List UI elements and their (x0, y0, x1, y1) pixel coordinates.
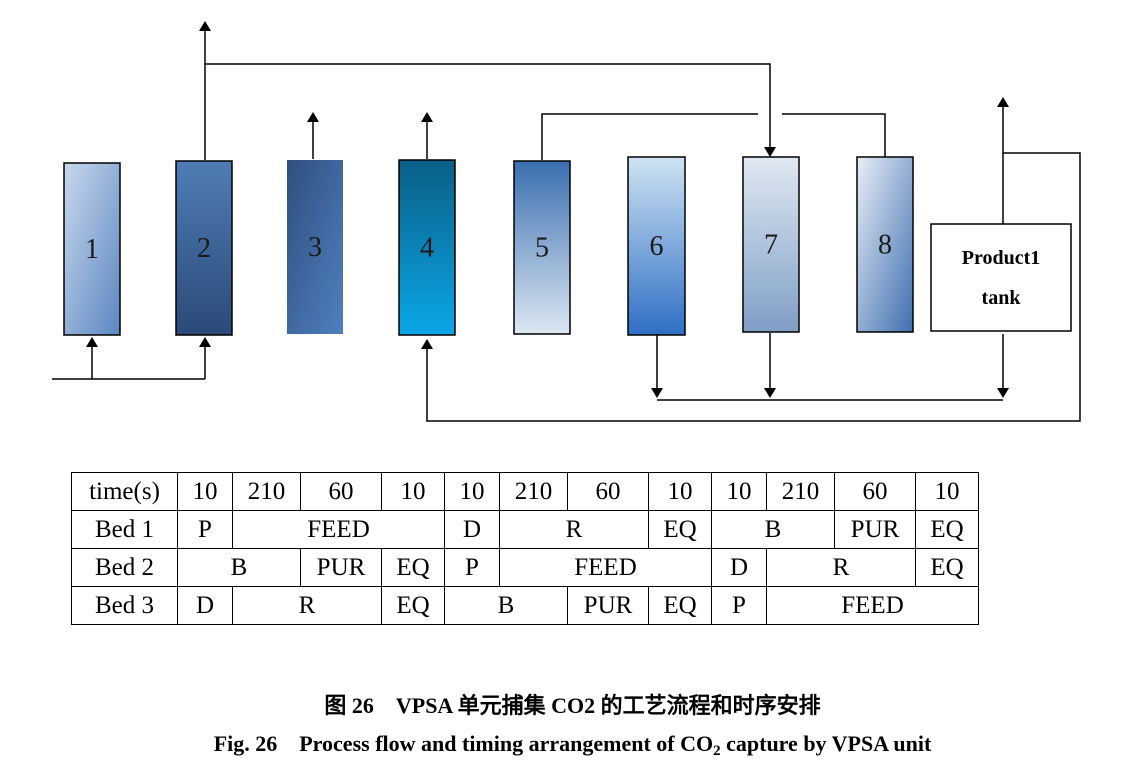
process-flow-diagram: 1 2 3 4 5 6 7 8 Product1 tank (52, 21, 1081, 422)
bed-3: 3 (287, 160, 343, 334)
bed-label: 2 (197, 233, 211, 264)
bed-label: 4 (420, 233, 434, 264)
time-header-row: time(s) 10 210 60 10 10 210 60 10 10 210 60 10 (71, 472, 979, 511)
step-cell: PUR (567, 586, 649, 625)
bed-7: 7 (742, 156, 800, 333)
step-cell: FEED (232, 510, 445, 549)
caption-english-suffix: capture by VPSA unit (720, 731, 932, 756)
bed-schedule-row: Bed 3 D R EQ B PUR EQ P FEED (71, 586, 979, 625)
time-cell: 60 (300, 472, 382, 511)
time-cell: time(s) (71, 472, 178, 511)
bed-5: 5 (513, 160, 571, 335)
bed-column (287, 160, 343, 334)
step-cell: FEED (766, 586, 979, 625)
step-cell: R (499, 510, 649, 549)
step-cell: D (444, 510, 500, 549)
tank-label-line1: Product1 (962, 247, 1041, 269)
step-cell: B (444, 586, 568, 625)
bed-2: 2 (175, 160, 233, 336)
caption-chinese: 图 26 VPSA 单元捕集 CO2 的工艺流程和时序安排 (324, 693, 821, 718)
step-cell: EQ (915, 548, 979, 587)
step-cell: EQ (648, 586, 712, 625)
bed-1: 1 (63, 162, 121, 336)
product-tank: Product1 tank (930, 223, 1072, 332)
step-cell: EQ (381, 586, 445, 625)
bed5-top-line (541, 113, 758, 160)
caption-english: Fig. 26 Process flow and timing arrangem… (0, 726, 1145, 760)
time-cell: 210 (766, 472, 835, 511)
adsorption-beds: 1 2 3 4 5 6 7 8 (63, 156, 914, 336)
step-cell: R (232, 586, 382, 625)
step-cell: EQ (915, 510, 979, 549)
bed-6: 6 (627, 156, 686, 336)
caption-english-subscript: 2 (713, 743, 721, 759)
time-cell: 10 (648, 472, 712, 511)
time-cell: 10 (381, 472, 445, 511)
bed-column (63, 162, 121, 336)
bed-column (513, 160, 571, 335)
time-cell: 60 (834, 472, 916, 511)
step-cell: EQ (381, 548, 445, 587)
bed2-to-bed7-line (205, 63, 776, 157)
bed-schedule-row: Bed 1 P FEED D R EQ B PUR EQ (71, 510, 979, 549)
step-cell: PUR (300, 548, 382, 587)
bed-column (742, 156, 800, 333)
bed-column (175, 160, 233, 336)
step-cell: D (177, 586, 233, 625)
bed-label: 8 (878, 230, 892, 261)
step-cell: P (177, 510, 233, 549)
bed-schedule-row: Bed 2 B PUR EQ P FEED D R EQ (71, 548, 979, 587)
bed-8: 8 (856, 156, 914, 333)
step-cell: P (711, 586, 767, 625)
step-cell: Bed 1 (71, 510, 178, 549)
time-cell: 10 (915, 472, 979, 511)
step-cell: D (711, 548, 767, 587)
time-cell: 60 (567, 472, 649, 511)
bed-label: 1 (85, 234, 99, 265)
time-cell: 210 (232, 472, 301, 511)
bed-label: 5 (535, 233, 549, 264)
time-cell: 10 (177, 472, 233, 511)
step-cell: PUR (834, 510, 916, 549)
step-cell: Bed 2 (71, 548, 178, 587)
step-cell: R (766, 548, 916, 587)
step-cell: P (444, 548, 500, 587)
flow-lines (52, 21, 1081, 422)
time-cell: 210 (499, 472, 568, 511)
tank-label-line2: tank (982, 287, 1022, 309)
caption-english-prefix: Fig. 26 Process flow and timing arrangem… (213, 731, 714, 756)
step-cell: FEED (499, 548, 712, 587)
bed-label: 7 (764, 230, 778, 261)
step-cell: B (177, 548, 301, 587)
bed-label: 6 (650, 231, 664, 262)
time-cell: 10 (711, 472, 767, 511)
step-cell: Bed 3 (71, 586, 178, 625)
time-cell: 10 (444, 472, 500, 511)
bed-label: 3 (308, 232, 322, 263)
step-cell: B (711, 510, 835, 549)
bed-column (398, 159, 456, 336)
bed8-top-line (782, 113, 886, 157)
bed-4: 4 (398, 159, 456, 336)
bed-column (856, 156, 914, 333)
recycle-loop-line (421, 152, 1081, 422)
step-cell: EQ (648, 510, 712, 549)
